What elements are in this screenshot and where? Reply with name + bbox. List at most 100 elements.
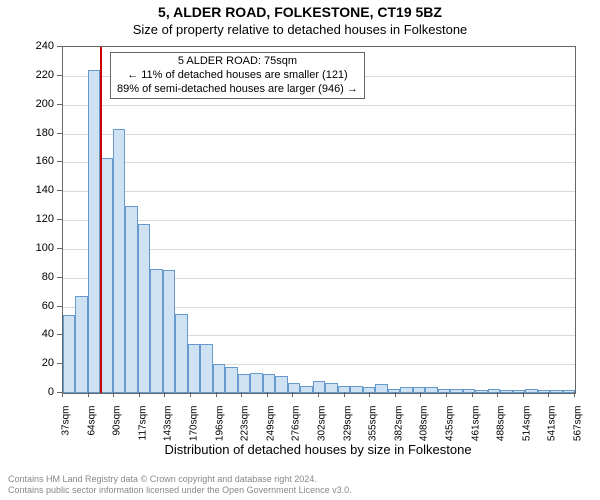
- x-tick-label: 117sqm: [137, 406, 148, 441]
- y-tick-mark: [57, 219, 62, 220]
- histogram-bar: [438, 389, 450, 393]
- y-tick-mark: [57, 161, 62, 162]
- annotation-line-1: 5 ALDER ROAD: 75sqm: [117, 55, 358, 69]
- y-tick-mark: [57, 190, 62, 191]
- histogram-bar: [325, 383, 337, 393]
- histogram-bar: [288, 383, 300, 393]
- y-tick-label: 20: [28, 357, 54, 369]
- y-tick-mark: [57, 306, 62, 307]
- y-tick-mark: [57, 75, 62, 76]
- x-tick-mark: [420, 392, 421, 397]
- y-tick-mark: [57, 277, 62, 278]
- property-marker-line: [100, 47, 102, 393]
- x-tick-label: 435sqm: [445, 406, 456, 442]
- x-tick-mark: [395, 392, 396, 397]
- histogram-bar: [63, 315, 75, 393]
- gridline: [63, 105, 575, 106]
- y-tick-mark: [57, 133, 62, 134]
- x-tick-label: 64sqm: [86, 406, 97, 436]
- gridline: [63, 134, 575, 135]
- x-tick-mark: [292, 392, 293, 397]
- x-tick-mark: [369, 392, 370, 397]
- histogram-bar: [250, 373, 262, 393]
- x-tick-label: 541sqm: [547, 406, 558, 442]
- x-tick-mark: [241, 392, 242, 397]
- x-axis-label: Distribution of detached houses by size …: [62, 442, 574, 457]
- y-tick-label: 240: [28, 40, 54, 52]
- x-tick-label: 355sqm: [368, 406, 379, 442]
- y-tick-label: 100: [28, 242, 54, 254]
- histogram-bar: [238, 374, 250, 393]
- x-tick-mark: [446, 392, 447, 397]
- histogram-bar: [300, 386, 312, 393]
- histogram-bar: [525, 389, 537, 393]
- x-tick-mark: [139, 392, 140, 397]
- histogram-bar: [488, 389, 500, 393]
- y-tick-label: 180: [28, 127, 54, 139]
- y-tick-label: 120: [28, 213, 54, 225]
- x-tick-label: 170sqm: [189, 406, 200, 442]
- y-tick-label: 160: [28, 155, 54, 167]
- histogram-bar: [200, 344, 212, 393]
- histogram-bar: [425, 387, 437, 393]
- histogram-bar: [213, 364, 225, 393]
- gridline: [63, 220, 575, 221]
- x-tick-label: 143sqm: [163, 406, 174, 442]
- x-tick-mark: [88, 392, 89, 397]
- histogram-bar: [263, 374, 275, 393]
- y-tick-mark: [57, 46, 62, 47]
- y-tick-label: 60: [28, 300, 54, 312]
- x-tick-mark: [113, 392, 114, 397]
- annotation-line-2: ← 11% of detached houses are smaller (12…: [117, 69, 358, 83]
- annotation-box: 5 ALDER ROAD: 75sqm ← 11% of detached ho…: [110, 52, 365, 99]
- x-tick-label: 196sqm: [214, 406, 225, 442]
- x-tick-label: 408sqm: [419, 406, 430, 442]
- x-tick-label: 567sqm: [573, 406, 584, 442]
- histogram-bar: [475, 390, 487, 393]
- y-tick-mark: [57, 363, 62, 364]
- histogram-bar: [275, 376, 287, 393]
- x-tick-mark: [472, 392, 473, 397]
- x-tick-mark: [318, 392, 319, 397]
- y-tick-label: 0: [28, 386, 54, 398]
- x-tick-mark: [344, 392, 345, 397]
- histogram-bar: [138, 224, 150, 393]
- x-tick-label: 329sqm: [342, 406, 353, 442]
- gridline: [63, 162, 575, 163]
- x-tick-mark: [216, 392, 217, 397]
- chart-container: 5, ALDER ROAD, FOLKESTONE, CT19 5BZ Size…: [0, 0, 600, 500]
- histogram-bar: [413, 387, 425, 393]
- x-tick-label: 302sqm: [317, 406, 328, 442]
- x-tick-mark: [574, 392, 575, 397]
- y-tick-label: 80: [28, 271, 54, 283]
- histogram-bar: [400, 387, 412, 393]
- page-title: 5, ALDER ROAD, FOLKESTONE, CT19 5BZ: [0, 4, 600, 20]
- histogram-bar: [375, 384, 387, 393]
- histogram-bar: [175, 314, 187, 393]
- y-tick-label: 200: [28, 98, 54, 110]
- histogram-bar: [463, 389, 475, 393]
- x-tick-mark: [62, 392, 63, 397]
- x-tick-mark: [267, 392, 268, 397]
- histogram-bar: [450, 389, 462, 393]
- histogram-bar: [150, 269, 162, 393]
- histogram-bar: [500, 390, 512, 393]
- x-tick-mark: [164, 392, 165, 397]
- histogram-bar: [113, 129, 125, 393]
- x-tick-label: 488sqm: [496, 406, 507, 442]
- gridline: [63, 191, 575, 192]
- histogram-bar: [225, 367, 237, 393]
- y-tick-mark: [57, 248, 62, 249]
- x-tick-label: 37sqm: [61, 406, 72, 436]
- x-tick-mark: [497, 392, 498, 397]
- histogram-bar: [125, 206, 137, 393]
- y-tick-label: 140: [28, 184, 54, 196]
- y-tick-mark: [57, 334, 62, 335]
- footer-line-2: Contains public sector information licen…: [8, 485, 352, 496]
- x-tick-mark: [190, 392, 191, 397]
- x-tick-label: 276sqm: [291, 406, 302, 442]
- annotation-line-3: 89% of semi-detached houses are larger (…: [117, 83, 358, 97]
- x-tick-label: 90sqm: [112, 406, 123, 436]
- histogram-bar: [188, 344, 200, 393]
- chart-subtitle: Size of property relative to detached ho…: [0, 22, 600, 37]
